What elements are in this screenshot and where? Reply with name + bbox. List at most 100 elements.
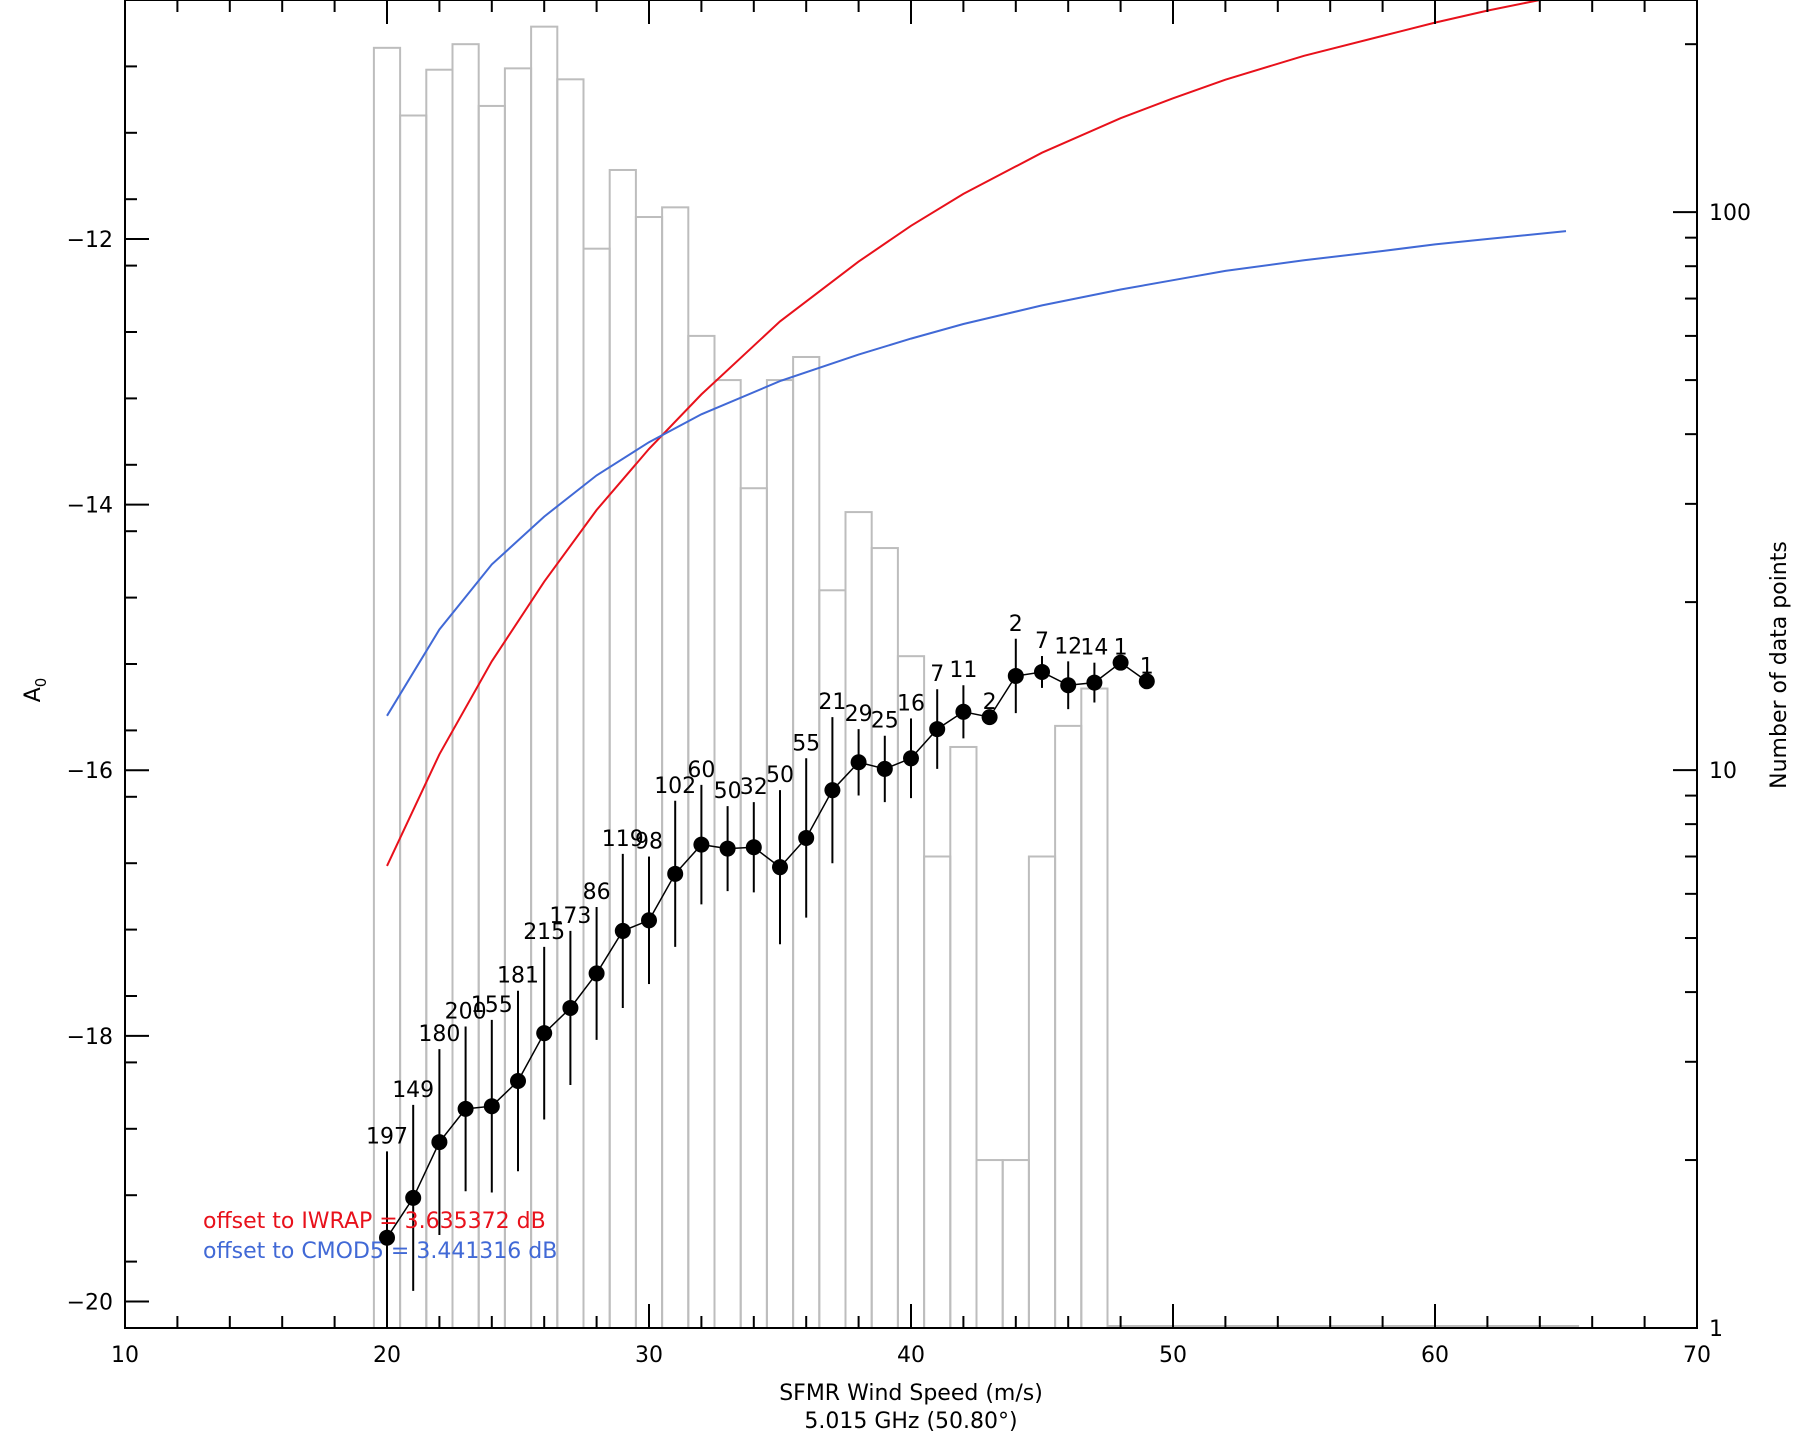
data-point (772, 859, 788, 876)
histogram-bar (1027, 855, 1057, 1329)
curve-iwrap (386, 0, 1545, 867)
y2-tick-label: 10 (1709, 759, 1737, 784)
x-tick-label: 20 (373, 1343, 401, 1368)
count-label: 55 (792, 731, 820, 756)
data-point (1112, 654, 1129, 671)
data-point (929, 721, 946, 738)
data-point (1086, 674, 1103, 691)
y-tick-label: −12 (67, 228, 113, 253)
histogram-bar (739, 487, 768, 1329)
data-point (536, 1025, 553, 1042)
x-axis-subtitle: 5.015 GHz (50.80°) (804, 1409, 1017, 1432)
histogram-bar (844, 511, 873, 1329)
histogram-bar (608, 168, 637, 1330)
plot-frame (124, 0, 1698, 1329)
annotation-iwrap-offset: offset to IWRAP = 3.635372 dB (203, 1209, 546, 1234)
count-label: 98 (635, 830, 663, 855)
data-point (1060, 677, 1077, 694)
y-tick-label: −20 (67, 1290, 113, 1315)
count-label: 11 (949, 658, 977, 683)
count-label: 180 (418, 1022, 460, 1047)
y-tick-label: −14 (67, 494, 113, 519)
x-axis-title: SFMR Wind Speed (m/s) (779, 1381, 1043, 1406)
data-point (379, 1229, 395, 1246)
data-point (745, 839, 762, 856)
count-label: 2 (1009, 612, 1023, 637)
x-tick-label: 50 (1159, 1343, 1187, 1368)
histogram-bar (1001, 1159, 1030, 1330)
x-tick-label: 70 (1683, 1343, 1711, 1368)
count-label: 1 (1114, 636, 1128, 661)
count-label: 60 (687, 758, 715, 783)
count-label: 181 (497, 964, 539, 989)
histogram-bar (949, 745, 978, 1329)
data-point (510, 1072, 526, 1089)
data-point (1007, 667, 1024, 684)
data-point (876, 760, 893, 777)
count-label: 21 (818, 690, 846, 715)
data-point (693, 836, 710, 853)
data-point (981, 709, 998, 726)
y2-axis-title: Number of data points (1767, 541, 1792, 789)
histogram-bar (1054, 724, 1083, 1329)
data-point (457, 1100, 474, 1117)
data-point (955, 703, 972, 720)
y-axis-title-subscript: 0 (32, 678, 50, 688)
svg-text:A0: A0 (21, 678, 50, 703)
count-label: 86 (583, 880, 611, 905)
count-label: 25 (871, 709, 899, 734)
histogram-bar (1080, 687, 1109, 1329)
histogram-bar (975, 1159, 1004, 1330)
data-point (431, 1134, 448, 1151)
data-point (798, 829, 815, 846)
x-tick-label: 30 (635, 1343, 663, 1368)
data-point (719, 840, 736, 857)
y2-tick-label: 1 (1709, 1317, 1723, 1342)
data-point (824, 782, 841, 799)
y-tick-label: −18 (67, 1025, 113, 1050)
count-label: 197 (366, 1124, 408, 1149)
count-label: 1 (1140, 654, 1154, 679)
data-point (483, 1098, 500, 1115)
data-point (562, 999, 579, 1016)
x-tick-label: 10 (111, 1343, 139, 1368)
histogram-bar (870, 547, 899, 1329)
count-label: 50 (766, 763, 794, 788)
count-label: 7 (930, 662, 944, 687)
data-point (405, 1189, 422, 1206)
x-tick-label: 40 (897, 1343, 925, 1368)
count-label: 200 (445, 1000, 487, 1025)
data-point (614, 922, 631, 939)
count-label: 14 (1080, 636, 1108, 661)
count-label: 16 (897, 691, 925, 716)
data-point (903, 750, 919, 767)
histogram-bar (530, 25, 559, 1329)
curve-cmod5 (386, 230, 1567, 717)
measured-data-layer (379, 638, 1155, 1325)
count-label: 12 (1054, 634, 1082, 659)
data-point (850, 754, 867, 771)
count-label: 173 (549, 904, 591, 929)
x-tick-label: 60 (1421, 1343, 1449, 1368)
histogram-bar (661, 206, 690, 1329)
count-label: 50 (714, 779, 742, 804)
y-axis-title-main: A (21, 687, 46, 702)
histogram-bar (634, 216, 664, 1329)
count-label: 119 (602, 827, 644, 852)
model-curves-layer (386, 0, 1567, 867)
count-label: 149 (392, 1078, 434, 1103)
data-point (667, 865, 684, 882)
count-label: 7 (1035, 629, 1049, 654)
count-label: 29 (845, 702, 873, 727)
count-labels-layer: 1971491802001551812151738611998102605032… (366, 612, 1154, 1150)
count-label: 32 (740, 775, 768, 800)
y-axis-title: A0 (21, 678, 50, 703)
count-label: 102 (654, 774, 696, 799)
data-point (588, 965, 605, 982)
histogram-bar (923, 855, 952, 1329)
data-point (1138, 673, 1155, 690)
count-label: 2 (983, 690, 997, 715)
count-label: 155 (471, 993, 513, 1018)
